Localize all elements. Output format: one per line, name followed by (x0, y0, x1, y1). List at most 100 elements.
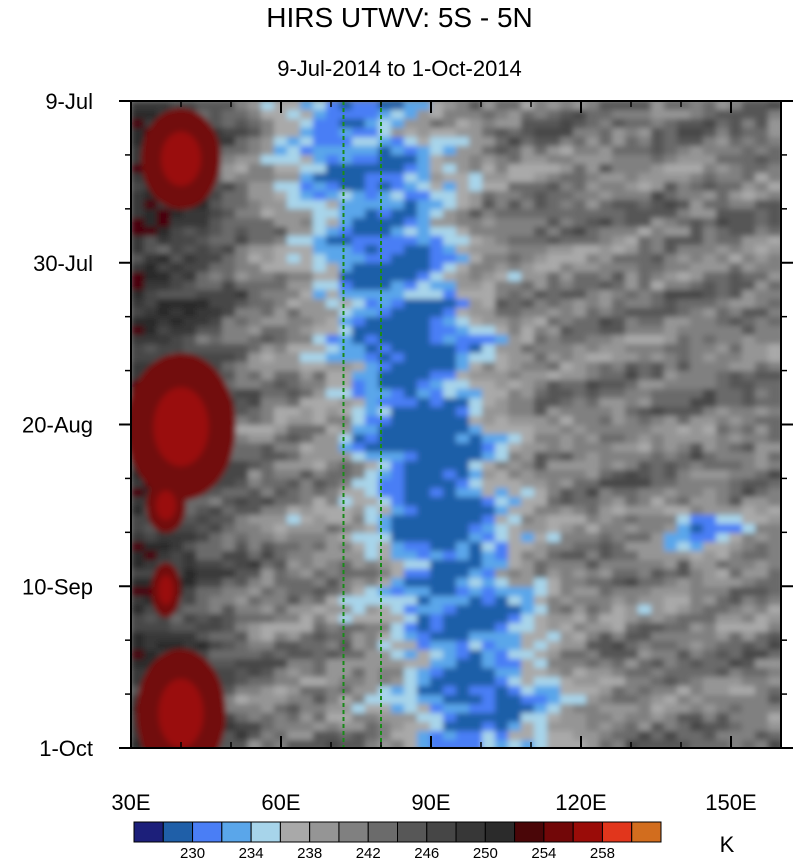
contour-cell (638, 506, 653, 517)
contour-cell (287, 236, 302, 247)
contour-cell (729, 272, 744, 283)
contour-cell (690, 299, 705, 310)
contour-cell (456, 209, 471, 220)
contour-cell (599, 263, 614, 274)
contour-cell (417, 146, 432, 157)
contour-cell (560, 506, 575, 517)
contour-cell (417, 164, 432, 175)
contour-cell (560, 299, 575, 310)
contour-cell (417, 578, 432, 589)
contour-cell (651, 470, 666, 481)
contour-cell (742, 164, 757, 175)
contour-cell (703, 398, 718, 409)
contour-cell (573, 362, 588, 373)
contour-cell (209, 578, 224, 589)
contour-cell (274, 254, 289, 265)
contour-cell (755, 317, 770, 328)
contour-cell (469, 623, 484, 634)
contour-cell (261, 659, 276, 670)
contour-cell (391, 281, 406, 292)
contour-cell (391, 740, 406, 748)
contour-cell (612, 173, 627, 184)
contour-cell (274, 488, 289, 499)
contour-cell (222, 209, 237, 220)
contour-cell (521, 596, 536, 607)
contour-cell (495, 101, 510, 112)
contour-cell (352, 263, 367, 274)
contour-cell (651, 308, 666, 319)
contour-cell (690, 596, 705, 607)
contour-cell (768, 596, 781, 607)
contour-cell (170, 533, 185, 544)
contour-cell (690, 434, 705, 445)
contour-cell (352, 326, 367, 337)
contour-cell (651, 452, 666, 463)
contour-cell (742, 515, 757, 526)
contour-cell (196, 623, 211, 634)
contour-cell (599, 308, 614, 319)
contour-cell (170, 272, 185, 283)
contour-cell (261, 434, 276, 445)
contour-cell (443, 164, 458, 175)
contour-cell (508, 461, 523, 472)
contour-cell (157, 308, 172, 319)
contour-cell (547, 281, 562, 292)
contour-cell (443, 650, 458, 661)
contour-cell (469, 497, 484, 508)
contour-cell (612, 695, 627, 706)
contour-cell (703, 542, 718, 553)
contour-cell (391, 416, 406, 427)
contour-cell (677, 461, 692, 472)
contour-cell (586, 479, 601, 490)
contour-cell (209, 227, 224, 238)
contour-cell (274, 164, 289, 175)
contour-cell (573, 596, 588, 607)
contour-cell (352, 119, 367, 130)
contour-cell (690, 389, 705, 400)
contour-cell (534, 362, 549, 373)
contour-cell (612, 425, 627, 436)
colorbar-swatch (397, 821, 428, 843)
contour-cell (339, 182, 354, 193)
contour-cell (586, 488, 601, 499)
contour-cell (404, 614, 419, 625)
contour-cell (326, 479, 341, 490)
contour-cell (222, 614, 237, 625)
contour-cell (209, 290, 224, 301)
contour-cell (326, 371, 341, 382)
contour-cell (729, 245, 744, 256)
contour-cell (612, 632, 627, 643)
contour-cell (365, 542, 380, 553)
contour-cell (612, 407, 627, 418)
contour-cell (339, 722, 354, 733)
contour-cell (729, 299, 744, 310)
contour-cell (677, 218, 692, 229)
contour-cell (430, 389, 445, 400)
contour-cell (365, 137, 380, 148)
contour-cell (573, 335, 588, 346)
contour-cell (560, 434, 575, 445)
contour-cell (222, 317, 237, 328)
contour-cell (703, 290, 718, 301)
contour-cell (235, 209, 250, 220)
contour-cell (300, 164, 315, 175)
contour-cell (482, 146, 497, 157)
contour-cell (417, 452, 432, 463)
contour-cell (222, 659, 237, 670)
contour-cell (339, 731, 354, 742)
contour-cell (677, 605, 692, 616)
contour-cell (482, 686, 497, 697)
contour-cell (235, 146, 250, 157)
contour-cell (131, 209, 146, 220)
contour-cell (430, 407, 445, 418)
contour-cell (404, 569, 419, 580)
contour-cell (755, 425, 770, 436)
contour-cell (352, 560, 367, 571)
contour-cell (443, 677, 458, 688)
contour-cell (469, 605, 484, 616)
contour-cell (716, 155, 731, 166)
contour-cell (274, 344, 289, 355)
contour-cell (222, 551, 237, 562)
contour-cell (287, 200, 302, 211)
contour-cell (352, 146, 367, 157)
